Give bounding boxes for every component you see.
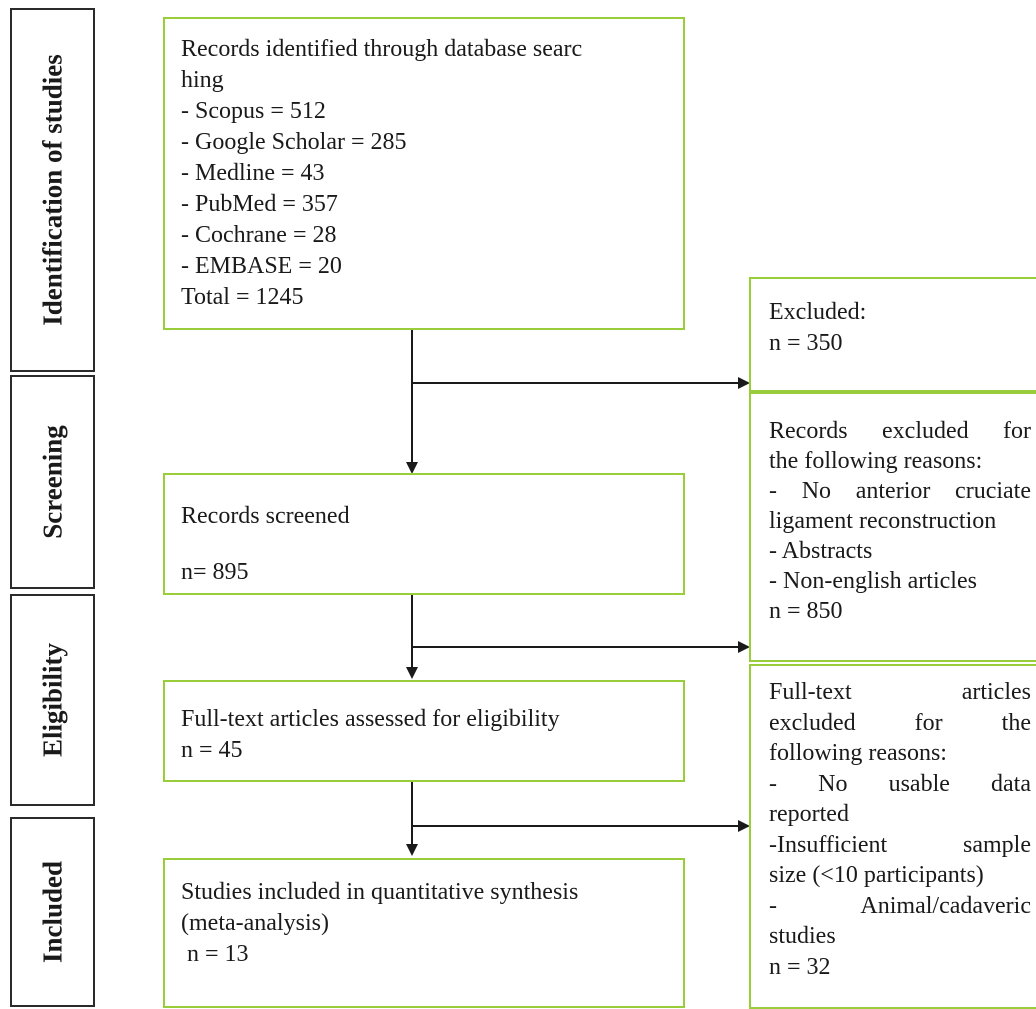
identified-line: - Google Scholar = 285: [181, 129, 407, 155]
screened-title: Records screened: [181, 503, 350, 529]
screened-count: n= 895: [181, 559, 249, 585]
included-line: (meta-analysis): [181, 910, 329, 936]
fulltext-count: n = 45: [181, 737, 243, 763]
identified-line: - PubMed = 357: [181, 191, 338, 217]
stage-screening: Screening: [10, 375, 95, 589]
stage-included: Included: [10, 817, 95, 1007]
identified-line: - Medline = 43: [181, 160, 325, 186]
identified-line: - EMBASE = 20: [181, 253, 342, 279]
fulltext-title: Full-text articles assessed for eligibil…: [181, 706, 560, 732]
excluded-fulltext-line: following reasons:: [769, 740, 947, 766]
excluded-initial-title: Excluded:: [769, 299, 867, 325]
included-line: Studies included in quantitative synthes…: [181, 879, 579, 905]
excluded-fulltext-line: studies: [769, 923, 836, 949]
excluded-screen-line: - Abstracts: [769, 538, 873, 564]
records-identified-box: Records identified through database sear…: [163, 17, 685, 330]
excluded-fulltext-line: - No usable data: [769, 770, 1031, 797]
excluded-fulltext-line: -Insufficient sample: [769, 831, 1031, 858]
excluded-screen-line: ligament reconstruction: [769, 508, 997, 534]
excluded-fulltext-box: Full-text articles excluded for the foll…: [749, 664, 1036, 1009]
studies-included-box: Studies included in quantitative synthes…: [163, 858, 685, 1008]
identified-line: Total = 1245: [181, 284, 304, 310]
excluded-screen-count: n = 850: [769, 598, 843, 624]
identified-line: - Cochrane = 28: [181, 222, 337, 248]
excluded-screen-line: - Non-english articles: [769, 568, 977, 594]
fulltext-assessed-box: Full-text articles assessed for eligibil…: [163, 680, 685, 782]
excluded-fulltext-count: n = 32: [769, 953, 831, 980]
included-count: n = 13: [181, 941, 249, 967]
excluded-screen-line: the following reasons:: [769, 448, 983, 474]
excluded-fulltext-line: reported: [769, 801, 849, 827]
stage-identification: Identification of studies: [10, 8, 95, 372]
identified-line: Records identified through database sear…: [181, 36, 583, 62]
identified-line: - Scopus = 512: [181, 98, 326, 124]
excluded-screen-line: - No anterior cruciate: [769, 478, 1031, 504]
records-screened-box: Records screened n= 895: [163, 473, 685, 595]
excluded-fulltext-line: Full-text articles: [769, 679, 1031, 705]
excluded-fulltext-line: excluded for the: [769, 709, 1031, 736]
excluded-fulltext-line: - Animal/cadaveric: [769, 892, 1031, 919]
excluded-initial-box: Excluded: n = 350: [749, 277, 1036, 392]
excluded-fulltext-line: size (<10 participants): [769, 862, 984, 888]
excluded-screen-line: Records excluded for: [769, 418, 1031, 444]
excluded-screen-box: Records excluded for the following reaso…: [749, 392, 1036, 662]
stage-eligibility: Eligibility: [10, 594, 95, 806]
identified-line: hing: [181, 67, 224, 93]
excluded-initial-count: n = 350: [769, 330, 843, 356]
